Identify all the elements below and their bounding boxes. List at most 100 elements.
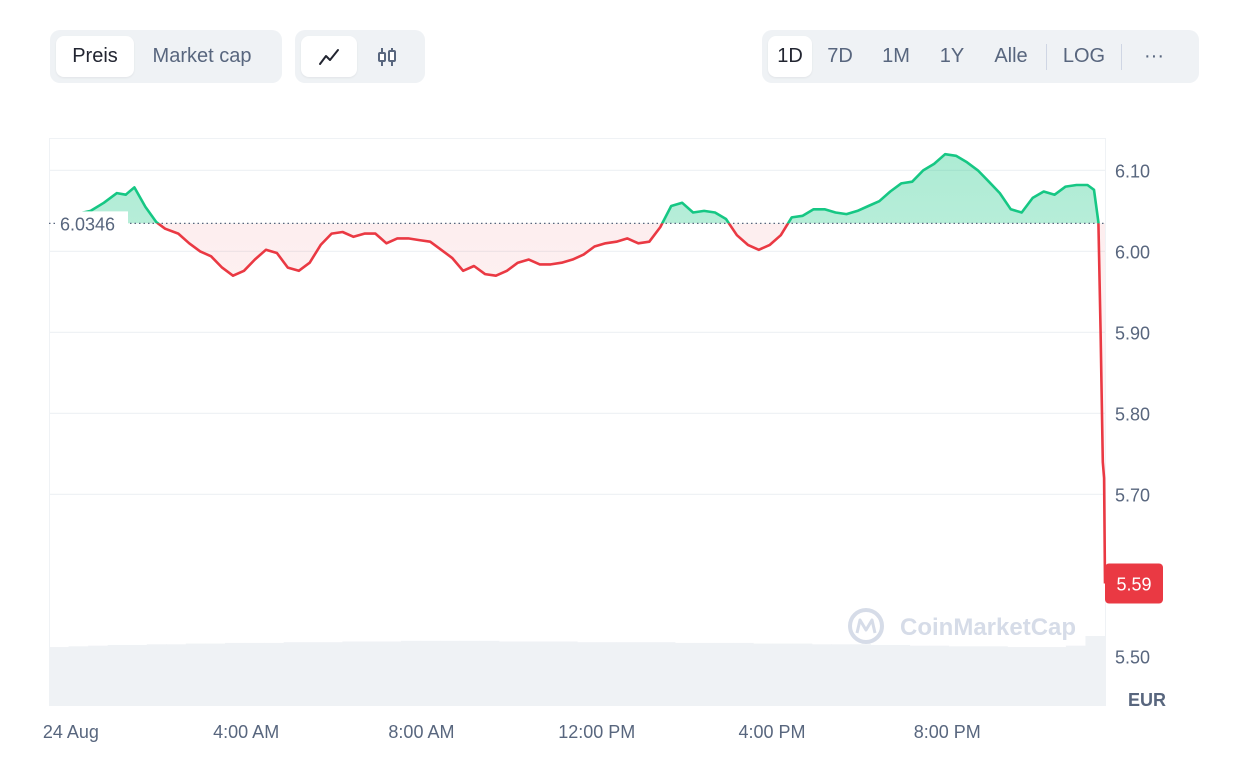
tab-range-1y[interactable]: 1Y (939, 45, 965, 67)
volume-bar (596, 642, 617, 705)
volume-bar (616, 642, 637, 705)
volume-bar (303, 642, 324, 705)
volume-bar (264, 642, 285, 705)
more-options-button[interactable]: ··· (1144, 45, 1164, 67)
volume-bar (635, 642, 656, 705)
price-line-below-reference (155, 223, 1107, 584)
line-chart-button[interactable] (301, 36, 357, 77)
volume-bar (792, 643, 813, 705)
chart-type-toggle-group (295, 30, 425, 83)
y-tick-label: 5.90 (1115, 323, 1150, 343)
volume-bar (1085, 636, 1106, 705)
volume-bar (713, 642, 735, 705)
volume-bar (49, 647, 70, 705)
currency-label: EUR (1128, 690, 1166, 710)
y-tick-label: 5.70 (1115, 485, 1150, 505)
volume-bar (811, 644, 832, 705)
tab-range-1d[interactable]: 1D (768, 36, 812, 77)
volume-bar (1026, 647, 1047, 705)
volume-bar (342, 641, 363, 705)
y-axis: 6.10 6.00 5.90 5.80 5.70 5.50 (1115, 161, 1150, 667)
volume-bar (889, 644, 911, 705)
volume-bar (361, 641, 383, 705)
volume-bar (1046, 647, 1067, 705)
x-tick-label: 24 Aug (43, 722, 99, 742)
volume-bar (831, 644, 852, 705)
reference-value-label: 6.0346 (60, 214, 115, 234)
volume-bar (1007, 647, 1028, 705)
volume-bar (107, 644, 128, 705)
coinmarketcap-logo-mark (855, 618, 877, 634)
x-tick-label: 8:00 AM (388, 722, 454, 742)
volume-bar (401, 640, 422, 705)
volume-bar (381, 641, 402, 705)
volume-bar (909, 645, 930, 705)
log-scale-button[interactable]: LOG (1062, 45, 1106, 67)
volume-bar (459, 640, 480, 705)
volume-bar (948, 646, 969, 705)
current-price-badge (1105, 563, 1163, 604)
volume-bar (185, 643, 207, 705)
coinmarketcap-watermark: CoinMarketCap (848, 608, 1076, 644)
volume-bar (322, 642, 343, 705)
volume-bar (68, 646, 89, 705)
volume-bar (518, 641, 539, 705)
watermark-text: CoinMarketCap (900, 614, 1076, 641)
y-tick-label: 5.80 (1115, 404, 1150, 424)
volume-bar (420, 640, 441, 705)
volume-bar (479, 640, 500, 705)
volume-bar (244, 642, 265, 705)
volume-bar (694, 642, 715, 705)
volume-bar (929, 645, 950, 705)
plot-area-border (49, 138, 1106, 706)
price-area-above-reference (68, 154, 1099, 224)
tab-range-all[interactable]: Alle (994, 45, 1028, 67)
y-tick-label: 6.00 (1115, 242, 1150, 262)
x-tick-label: 4:00 AM (213, 722, 279, 742)
line-chart-icon (319, 48, 339, 65)
volume-bar (440, 640, 461, 705)
volume-bar (753, 643, 774, 705)
x-tick-label: 4:00 PM (738, 722, 805, 742)
price-line-above-reference (67, 152, 1100, 224)
toolbar-divider (1046, 43, 1047, 70)
current-price-label: 5.59 (1116, 575, 1151, 595)
range-toggle-group: 1D 7D 1M 1Y Alle LOG ··· (762, 30, 1199, 83)
volume-bar (225, 642, 246, 705)
y-tick-label: 5.50 (1115, 647, 1150, 667)
tab-market-cap[interactable]: Market cap (152, 45, 252, 67)
volume-bar (850, 644, 871, 705)
volume-bar (205, 643, 226, 705)
toolbar-divider (1121, 43, 1122, 70)
volume-bar (88, 645, 109, 705)
volume-bar (166, 644, 187, 705)
volume-bar (146, 644, 167, 705)
volume-bar (772, 643, 793, 705)
tab-range-7d[interactable]: 7D (827, 45, 853, 67)
reference-label-bg (56, 211, 128, 236)
volume-bar (1065, 645, 1087, 705)
tab-price[interactable]: Preis (56, 36, 134, 77)
volume-bar (537, 641, 559, 705)
x-tick-label: 8:00 PM (914, 722, 981, 742)
volume-bar (127, 644, 148, 705)
metric-toggle-group: Preis Market cap (50, 30, 282, 83)
volume-bar (968, 646, 989, 705)
candlestick-chart-icon (378, 47, 396, 66)
volume-bar (577, 642, 598, 705)
x-tick-label: 12:00 PM (558, 722, 635, 742)
volume-bar (498, 641, 519, 705)
volume-bar (557, 641, 578, 705)
volume-bar (987, 646, 1008, 705)
x-axis: 24 Aug 4:00 AM 8:00 AM 12:00 PM 4:00 PM 8:00 … (43, 722, 981, 742)
volume-bar (733, 642, 754, 705)
volume-bar (283, 642, 304, 705)
volume-bar (870, 644, 891, 705)
candlestick-chart-button[interactable] (357, 36, 417, 77)
volume-bars (49, 636, 1106, 705)
tab-range-1m[interactable]: 1M (882, 45, 910, 67)
coinmarketcap-logo-icon (848, 608, 884, 644)
volume-bar (674, 642, 695, 705)
y-tick-label: 6.10 (1115, 161, 1150, 181)
